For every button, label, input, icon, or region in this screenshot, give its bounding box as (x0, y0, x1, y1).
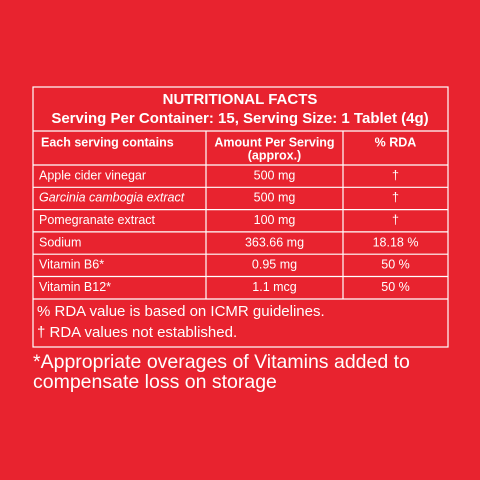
table-cell: Garcinia cambogia extract (39, 191, 185, 205)
column-header: % RDA (375, 135, 417, 149)
table-cell: † (392, 191, 399, 205)
table-cell: Pomegranate extract (39, 213, 156, 227)
title: NUTRITIONAL FACTS (163, 91, 318, 108)
table-cell: 0.95 mg (252, 258, 297, 272)
table-cell: † (392, 168, 399, 182)
table-cell: 18.18 % (373, 235, 419, 249)
table-cell: † (392, 213, 399, 227)
footnote: compensate loss on storage (33, 371, 277, 393)
table-cell: 50 % (381, 280, 410, 294)
table-cell: 1.1 mcg (252, 280, 297, 294)
column-header: Each serving contains (41, 135, 174, 149)
table-cell: Vitamin B6* (39, 258, 104, 272)
table-cell: Sodium (39, 235, 81, 249)
table-cell: 100 mg (254, 213, 296, 227)
footnote: *Appropriate overages of Vitamins added … (33, 351, 410, 373)
note: % RDA value is based on ICMR guidelines. (37, 303, 325, 320)
column-header: (approx.) (248, 148, 301, 162)
column-header: Amount Per Serving (214, 135, 334, 149)
table-cell: 500 mg (254, 168, 296, 182)
table-frame (32, 86, 449, 348)
table-cell: 363.66 mg (245, 235, 304, 249)
table-cell: 500 mg (254, 191, 296, 205)
table-cell: 50 % (381, 258, 410, 272)
note: † RDA values not established. (37, 324, 237, 341)
table-cell: Apple cider vinegar (39, 168, 146, 182)
serving-info: Serving Per Container: 15, Serving Size:… (51, 110, 428, 127)
table-cell: Vitamin B12* (39, 280, 111, 294)
